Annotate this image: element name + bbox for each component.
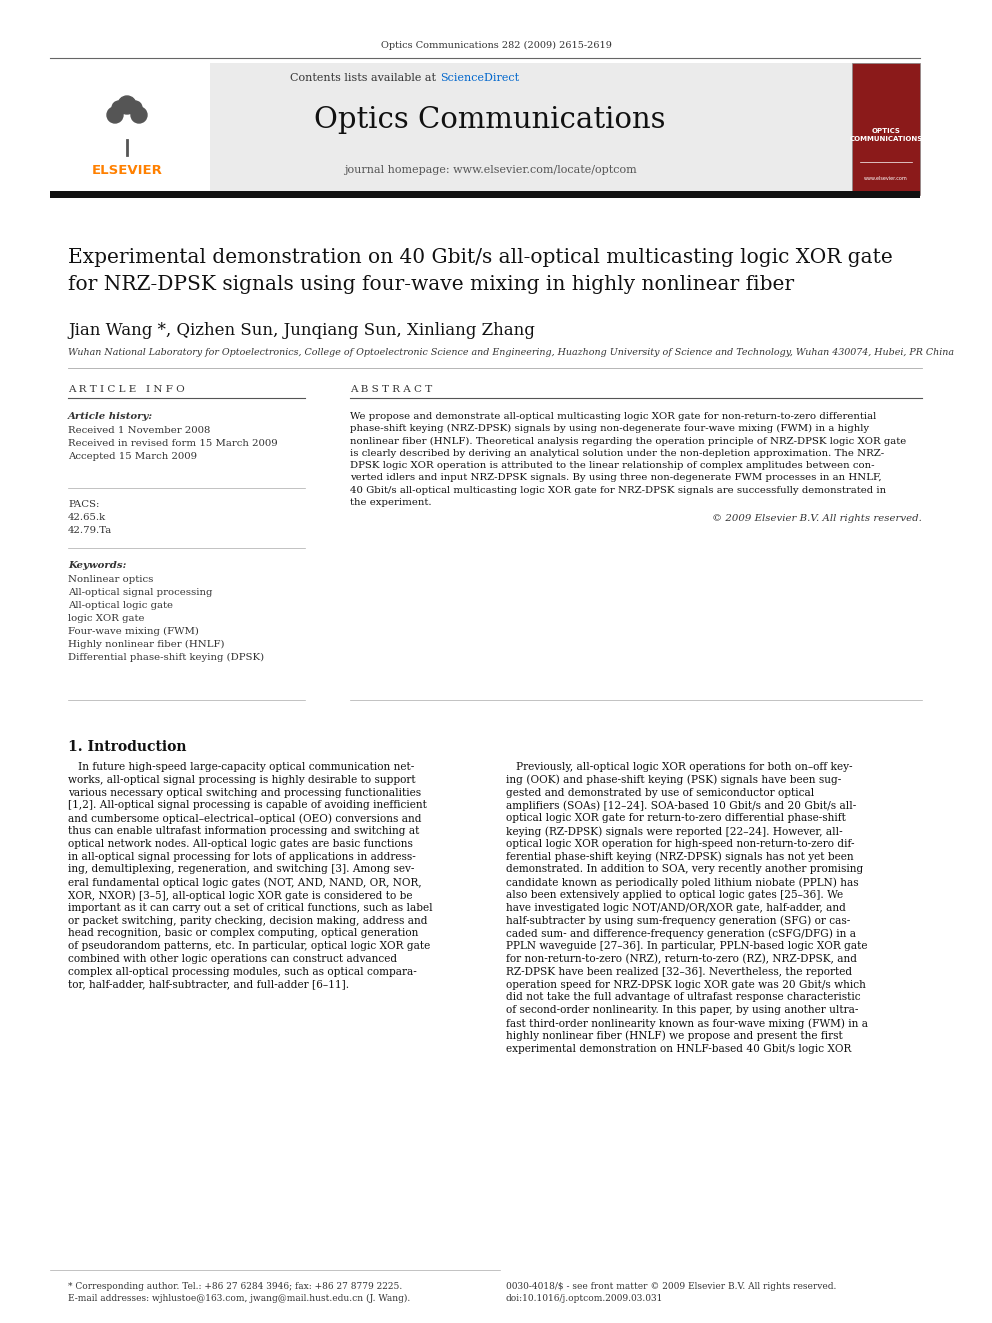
Text: ELSEVIER: ELSEVIER xyxy=(91,164,163,176)
Text: works, all-optical signal processing is highly desirable to support: works, all-optical signal processing is … xyxy=(68,775,416,785)
Text: demonstrated. In addition to SOA, very recently another promising: demonstrated. In addition to SOA, very r… xyxy=(506,864,863,875)
Text: Differential phase-shift keying (DPSK): Differential phase-shift keying (DPSK) xyxy=(68,654,264,662)
Text: Wuhan National Laboratory for Optoelectronics, College of Optoelectronic Science: Wuhan National Laboratory for Optoelectr… xyxy=(68,348,954,357)
Text: eral fundamental optical logic gates (NOT, AND, NAND, OR, NOR,: eral fundamental optical logic gates (NO… xyxy=(68,877,422,888)
Text: Previously, all-optical logic XOR operations for both on–off key-: Previously, all-optical logic XOR operat… xyxy=(506,762,852,773)
Text: Article history:: Article history: xyxy=(68,411,153,421)
Text: Keywords:: Keywords: xyxy=(68,561,126,570)
Text: half-subtracter by using sum-frequency generation (SFG) or cas-: half-subtracter by using sum-frequency g… xyxy=(506,916,850,926)
Text: operation speed for NRZ-DPSK logic XOR gate was 20 Gbit/s which: operation speed for NRZ-DPSK logic XOR g… xyxy=(506,979,866,990)
Text: All-optical signal processing: All-optical signal processing xyxy=(68,587,212,597)
Text: keying (RZ-DPSK) signals were reported [22–24]. However, all-: keying (RZ-DPSK) signals were reported [… xyxy=(506,826,842,836)
Text: and cumbersome optical–electrical–optical (OEO) conversions and: and cumbersome optical–electrical–optica… xyxy=(68,814,422,824)
Text: PPLN waveguide [27–36]. In particular, PPLN-based logic XOR gate: PPLN waveguide [27–36]. In particular, P… xyxy=(506,941,867,951)
Text: important as it can carry out a set of critical functions, such as label: important as it can carry out a set of c… xyxy=(68,902,433,913)
Text: in all-optical signal processing for lots of applications in address-: in all-optical signal processing for lot… xyxy=(68,852,416,861)
Text: 1. Introduction: 1. Introduction xyxy=(68,740,186,754)
Text: A B S T R A C T: A B S T R A C T xyxy=(350,385,433,394)
Text: amplifiers (SOAs) [12–24]. SOA-based 10 Gbit/s and 20 Gbit/s all-: amplifiers (SOAs) [12–24]. SOA-based 10 … xyxy=(506,800,856,811)
Text: complex all-optical processing modules, such as optical compara-: complex all-optical processing modules, … xyxy=(68,967,417,976)
Text: 42.65.k: 42.65.k xyxy=(68,513,106,523)
Text: © 2009 Elsevier B.V. All rights reserved.: © 2009 Elsevier B.V. All rights reserved… xyxy=(712,515,922,524)
Text: head recognition, basic or complex computing, optical generation: head recognition, basic or complex compu… xyxy=(68,929,419,938)
FancyBboxPatch shape xyxy=(852,64,920,194)
Text: of second-order nonlinearity. In this paper, by using another ultra-: of second-order nonlinearity. In this pa… xyxy=(506,1005,858,1015)
Circle shape xyxy=(112,101,126,115)
Text: combined with other logic operations can construct advanced: combined with other logic operations can… xyxy=(68,954,397,964)
Text: ferential phase-shift keying (NRZ-DPSK) signals has not yet been: ferential phase-shift keying (NRZ-DPSK) … xyxy=(506,852,854,863)
Circle shape xyxy=(128,101,142,115)
Text: Experimental demonstration on 40 Gbit/s all-optical multicasting logic XOR gate
: Experimental demonstration on 40 Gbit/s … xyxy=(68,247,893,294)
Text: Received 1 November 2008: Received 1 November 2008 xyxy=(68,426,210,435)
Text: journal homepage: www.elsevier.com/locate/optcom: journal homepage: www.elsevier.com/locat… xyxy=(343,165,637,175)
Text: Contents lists available at: Contents lists available at xyxy=(291,73,440,83)
Text: Four-wave mixing (FWM): Four-wave mixing (FWM) xyxy=(68,627,198,636)
Text: Received in revised form 15 March 2009: Received in revised form 15 March 2009 xyxy=(68,439,278,448)
Text: caded sum- and difference-frequency generation (cSFG/DFG) in a: caded sum- and difference-frequency gene… xyxy=(506,929,856,939)
FancyBboxPatch shape xyxy=(50,64,920,194)
Text: Accepted 15 March 2009: Accepted 15 March 2009 xyxy=(68,452,197,460)
Text: nonlinear fiber (HNLF). Theoretical analysis regarding the operation principle o: nonlinear fiber (HNLF). Theoretical anal… xyxy=(350,437,907,446)
Text: E-mail addresses: wjhlustoe@163.com, jwang@mail.hust.edu.cn (J. Wang).: E-mail addresses: wjhlustoe@163.com, jwa… xyxy=(68,1294,411,1303)
Text: tor, half-adder, half-subtracter, and full-adder [6–11].: tor, half-adder, half-subtracter, and fu… xyxy=(68,979,349,990)
Text: XOR, NXOR) [3–5], all-optical logic XOR gate is considered to be: XOR, NXOR) [3–5], all-optical logic XOR … xyxy=(68,890,413,901)
Text: the experiment.: the experiment. xyxy=(350,497,432,507)
Text: ScienceDirect: ScienceDirect xyxy=(440,73,519,83)
Text: thus can enable ultrafast information processing and switching at: thus can enable ultrafast information pr… xyxy=(68,826,420,836)
Text: www.elsevier.com: www.elsevier.com xyxy=(864,176,908,180)
Text: logic XOR gate: logic XOR gate xyxy=(68,614,145,623)
Text: have investigated logic NOT/AND/OR/XOR gate, half-adder, and: have investigated logic NOT/AND/OR/XOR g… xyxy=(506,902,846,913)
Circle shape xyxy=(131,107,147,123)
Text: 42.79.Ta: 42.79.Ta xyxy=(68,527,112,534)
Text: ing, demultiplexing, regeneration, and switching [3]. Among sev-: ing, demultiplexing, regeneration, and s… xyxy=(68,864,415,875)
FancyBboxPatch shape xyxy=(50,191,920,198)
Text: candidate known as periodically poled lithium niobate (PPLN) has: candidate known as periodically poled li… xyxy=(506,877,859,888)
Text: 0030-4018/$ - see front matter © 2009 Elsevier B.V. All rights reserved.: 0030-4018/$ - see front matter © 2009 El… xyxy=(506,1282,836,1291)
Text: PACS:: PACS: xyxy=(68,500,99,509)
Text: ing (OOK) and phase-shift keying (PSK) signals have been sug-: ing (OOK) and phase-shift keying (PSK) s… xyxy=(506,775,841,786)
Text: In future high-speed large-capacity optical communication net-: In future high-speed large-capacity opti… xyxy=(68,762,415,773)
Text: various necessary optical switching and processing functionalities: various necessary optical switching and … xyxy=(68,787,422,798)
Text: optical logic XOR operation for high-speed non-return-to-zero dif-: optical logic XOR operation for high-spe… xyxy=(506,839,854,849)
Text: fast third-order nonlinearity known as four-wave mixing (FWM) in a: fast third-order nonlinearity known as f… xyxy=(506,1017,868,1028)
Text: optical network nodes. All-optical logic gates are basic functions: optical network nodes. All-optical logic… xyxy=(68,839,413,849)
Text: also been extensively applied to optical logic gates [25–36]. We: also been extensively applied to optical… xyxy=(506,890,843,900)
Text: DPSK logic XOR operation is attributed to the linear relationship of complex amp: DPSK logic XOR operation is attributed t… xyxy=(350,462,875,470)
Text: Jian Wang *, Qizhen Sun, Junqiang Sun, Xinliang Zhang: Jian Wang *, Qizhen Sun, Junqiang Sun, X… xyxy=(68,321,535,339)
Text: A R T I C L E   I N F O: A R T I C L E I N F O xyxy=(68,385,185,394)
Text: Nonlinear optics: Nonlinear optics xyxy=(68,576,154,583)
Text: gested and demonstrated by use of semiconductor optical: gested and demonstrated by use of semico… xyxy=(506,787,814,798)
Text: did not take the full advantage of ultrafast response characteristic: did not take the full advantage of ultra… xyxy=(506,992,861,1003)
Text: Optics Communications: Optics Communications xyxy=(314,106,666,134)
Text: highly nonlinear fiber (HNLF) we propose and present the first: highly nonlinear fiber (HNLF) we propose… xyxy=(506,1031,843,1041)
Text: We propose and demonstrate all-optical multicasting logic XOR gate for non-retur: We propose and demonstrate all-optical m… xyxy=(350,411,876,421)
Circle shape xyxy=(107,107,123,123)
Text: Highly nonlinear fiber (HNLF): Highly nonlinear fiber (HNLF) xyxy=(68,640,224,650)
Text: is clearly described by deriving an analytical solution under the non-depletion : is clearly described by deriving an anal… xyxy=(350,448,884,458)
Text: [1,2]. All-optical signal processing is capable of avoiding inefficient: [1,2]. All-optical signal processing is … xyxy=(68,800,427,811)
Text: verted idlers and input NRZ-DPSK signals. By using three non-degenerate FWM proc: verted idlers and input NRZ-DPSK signals… xyxy=(350,474,882,483)
Text: OPTICS
COMMUNICATIONS: OPTICS COMMUNICATIONS xyxy=(849,128,923,143)
Text: Optics Communications 282 (2009) 2615-2619: Optics Communications 282 (2009) 2615-26… xyxy=(381,41,611,49)
Text: All-optical logic gate: All-optical logic gate xyxy=(68,601,173,610)
Text: of pseudorandom patterns, etc. In particular, optical logic XOR gate: of pseudorandom patterns, etc. In partic… xyxy=(68,941,431,951)
Text: * Corresponding author. Tel.: +86 27 6284 3946; fax: +86 27 8779 2225.: * Corresponding author. Tel.: +86 27 628… xyxy=(68,1282,402,1291)
Text: RZ-DPSK have been realized [32–36]. Nevertheless, the reported: RZ-DPSK have been realized [32–36]. Neve… xyxy=(506,967,852,976)
FancyBboxPatch shape xyxy=(50,64,210,194)
Text: doi:10.1016/j.optcom.2009.03.031: doi:10.1016/j.optcom.2009.03.031 xyxy=(506,1294,664,1303)
Text: 40 Gbit/s all-optical multicasting logic XOR gate for NRZ-DPSK signals are succe: 40 Gbit/s all-optical multicasting logic… xyxy=(350,486,886,495)
Text: optical logic XOR gate for return-to-zero differential phase-shift: optical logic XOR gate for return-to-zer… xyxy=(506,814,846,823)
Text: phase-shift keying (NRZ-DPSK) signals by using non-degenerate four-wave mixing (: phase-shift keying (NRZ-DPSK) signals by… xyxy=(350,425,869,434)
Text: for non-return-to-zero (NRZ), return-to-zero (RZ), NRZ-DPSK, and: for non-return-to-zero (NRZ), return-to-… xyxy=(506,954,857,964)
Circle shape xyxy=(118,97,136,114)
Text: experimental demonstration on HNLF-based 40 Gbit/s logic XOR: experimental demonstration on HNLF-based… xyxy=(506,1044,851,1053)
Text: or packet switching, parity checking, decision making, address and: or packet switching, parity checking, de… xyxy=(68,916,428,926)
